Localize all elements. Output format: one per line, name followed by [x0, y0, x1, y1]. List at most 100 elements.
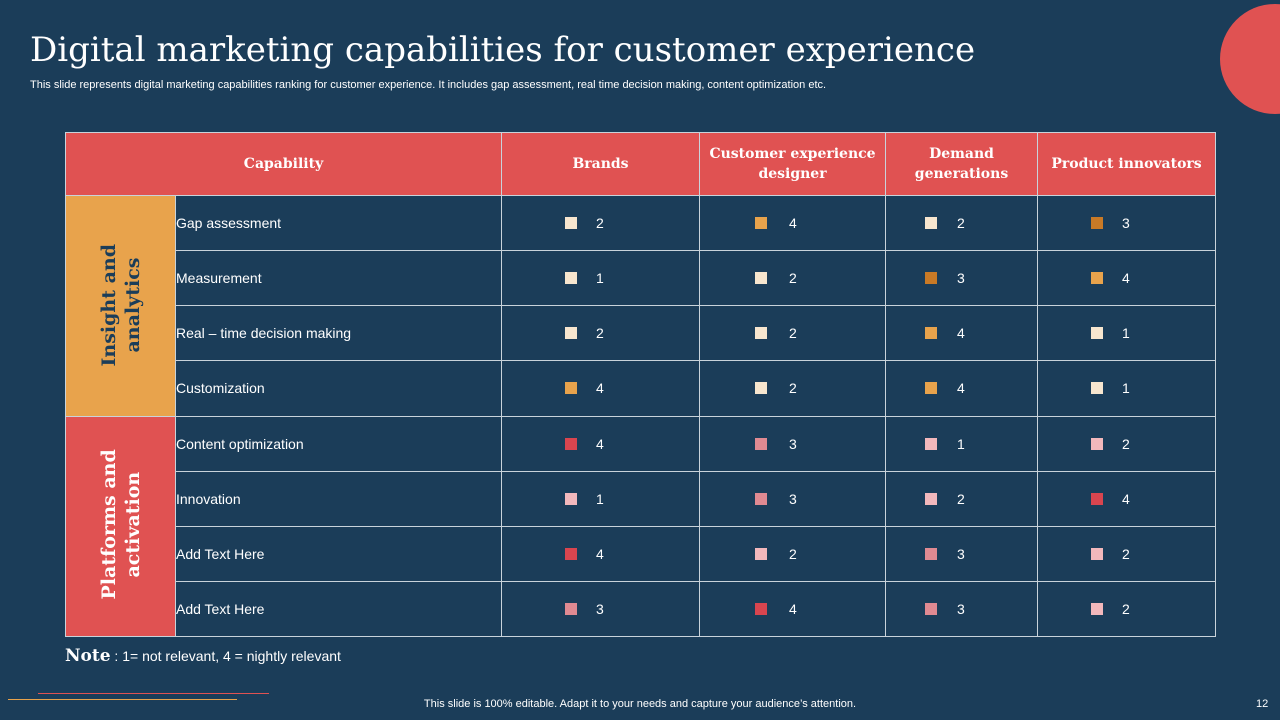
score-cell: 4 [1037, 470, 1217, 527]
score-cell: 2 [501, 305, 701, 362]
rating-square-icon [565, 382, 578, 395]
table-row: Measurement 1 2 3 4 [66, 250, 1217, 307]
score-value: 2 [596, 215, 604, 232]
rating-square-icon [565, 602, 578, 615]
score-cell: 2 [699, 250, 887, 307]
note: Note : 1= not relevant, 4 = nightly rele… [65, 645, 341, 667]
rating-square-icon [755, 327, 768, 340]
score-cell: 4 [1037, 250, 1217, 307]
score-cell: 4 [699, 194, 887, 252]
score-value: 2 [789, 380, 797, 397]
score-value: 4 [596, 380, 604, 397]
score-value: 2 [1122, 545, 1130, 562]
rating-square-icon [925, 272, 938, 285]
capability-table: Capability Brands Customer experience de… [64, 132, 1217, 638]
rating-square-icon [755, 547, 768, 560]
note-label: Note [65, 646, 111, 666]
rating-square-icon [1091, 547, 1104, 560]
rating-square-icon [755, 217, 768, 230]
score-value: 3 [1122, 215, 1130, 232]
score-value: 2 [789, 545, 797, 562]
score-cell: 4 [501, 360, 701, 417]
capability-name: Add Text Here [174, 525, 503, 582]
rating-square-icon [1091, 602, 1104, 615]
group-label-cell: Platforms and activation [65, 415, 176, 637]
score-cell: 4 [699, 580, 887, 638]
score-cell: 3 [699, 415, 887, 472]
score-value: 2 [1122, 435, 1130, 452]
score-cell: 2 [1037, 580, 1217, 638]
score-cell: 3 [885, 525, 1039, 582]
table-row: Platforms and activation Content optimiza… [65, 415, 1217, 637]
score-cell: 2 [501, 194, 701, 252]
rating-square-icon [565, 437, 578, 450]
score-cell: 1 [885, 415, 1039, 472]
rating-square-icon [565, 217, 578, 230]
rating-square-icon [925, 217, 938, 230]
table-row: Real – time decision making 2 2 4 1 [66, 305, 1217, 362]
score-value: 4 [957, 380, 965, 397]
score-value: 3 [789, 490, 797, 507]
table-row: Add Text Here 4 2 3 2 [66, 525, 1217, 582]
rating-square-icon [1091, 272, 1104, 285]
capability-name: Innovation [174, 470, 503, 527]
group-label: Platforms and activation [97, 449, 144, 600]
score-cell: 3 [1037, 194, 1217, 252]
rating-square-icon [925, 547, 938, 560]
score-value: 4 [957, 325, 965, 342]
score-value: 2 [789, 325, 797, 342]
score-value: 4 [596, 545, 604, 562]
table-row: Innovation 1 3 2 4 [66, 470, 1217, 527]
header-demand-generations: Demand generations [885, 132, 1039, 196]
rating-square-icon [1091, 437, 1104, 450]
rating-square-icon [565, 492, 578, 505]
score-value: 2 [957, 490, 965, 507]
score-value: 2 [957, 215, 965, 232]
page-number: 12 [1256, 698, 1269, 710]
group-label: Insight and analytics [97, 242, 144, 366]
table-row: Insight and analytics Gap assessment 2 4 2 3 [65, 194, 1217, 417]
header-customer-experience-designer: Customer experience designer [699, 132, 887, 196]
score-value: 4 [789, 600, 797, 617]
capability-name: Add Text Here [174, 580, 503, 638]
rating-square-icon [1091, 382, 1104, 395]
score-cell: 3 [885, 580, 1039, 638]
table-row: Customization 4 2 4 1 [66, 360, 1217, 417]
corner-decoration-circle [1220, 4, 1280, 114]
decorative-line-orange [8, 699, 237, 700]
score-value: 1 [596, 490, 604, 507]
note-text: : 1= not relevant, 4 = nightly relevant [110, 648, 341, 664]
score-cell: 2 [885, 470, 1039, 527]
score-value: 3 [957, 600, 965, 617]
score-cell: 2 [1037, 415, 1217, 472]
score-value: 2 [1122, 600, 1130, 617]
score-value: 4 [596, 435, 604, 452]
rating-square-icon [1091, 492, 1104, 505]
score-cell: 2 [699, 360, 887, 417]
rating-square-icon [565, 547, 578, 560]
score-value: 1 [957, 435, 965, 452]
score-value: 1 [596, 270, 604, 287]
group-label-cell: Insight and analytics [65, 195, 176, 417]
score-cell: 2 [699, 305, 887, 362]
score-cell: 4 [501, 525, 701, 582]
score-value: 3 [789, 435, 797, 452]
capability-name: Customization [174, 360, 503, 417]
rating-square-icon [755, 437, 768, 450]
capability-name: Measurement [174, 250, 503, 307]
rating-square-icon [755, 602, 768, 615]
rating-square-icon [1091, 327, 1104, 340]
score-cell: 1 [501, 470, 701, 527]
table-row: Add Text Here 3 4 3 2 [66, 580, 1217, 638]
rating-square-icon [565, 272, 578, 285]
score-value: 4 [1122, 270, 1130, 287]
score-value: 3 [957, 270, 965, 287]
header-product-innovators: Product innovators [1037, 132, 1217, 196]
rating-square-icon [925, 602, 938, 615]
rating-square-icon [925, 437, 938, 450]
score-cell: 2 [885, 194, 1039, 252]
score-cell: 4 [885, 305, 1039, 362]
score-value: 4 [789, 215, 797, 232]
score-cell: 1 [501, 250, 701, 307]
header-capability: Capability [64, 132, 503, 196]
